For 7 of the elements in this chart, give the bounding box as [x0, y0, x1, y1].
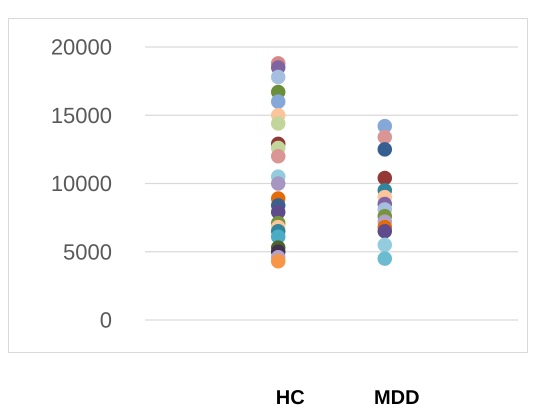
x-tick-label: MDD: [374, 387, 420, 408]
y-tick-label: 10000: [50, 171, 112, 196]
y-tick-label: 20000: [50, 34, 112, 60]
y-tick-label: 5000: [63, 239, 112, 264]
y-tick-label: 0: [100, 308, 112, 333]
y-tick-label: 15000: [50, 102, 112, 128]
x-tick-label: HC: [276, 387, 305, 408]
